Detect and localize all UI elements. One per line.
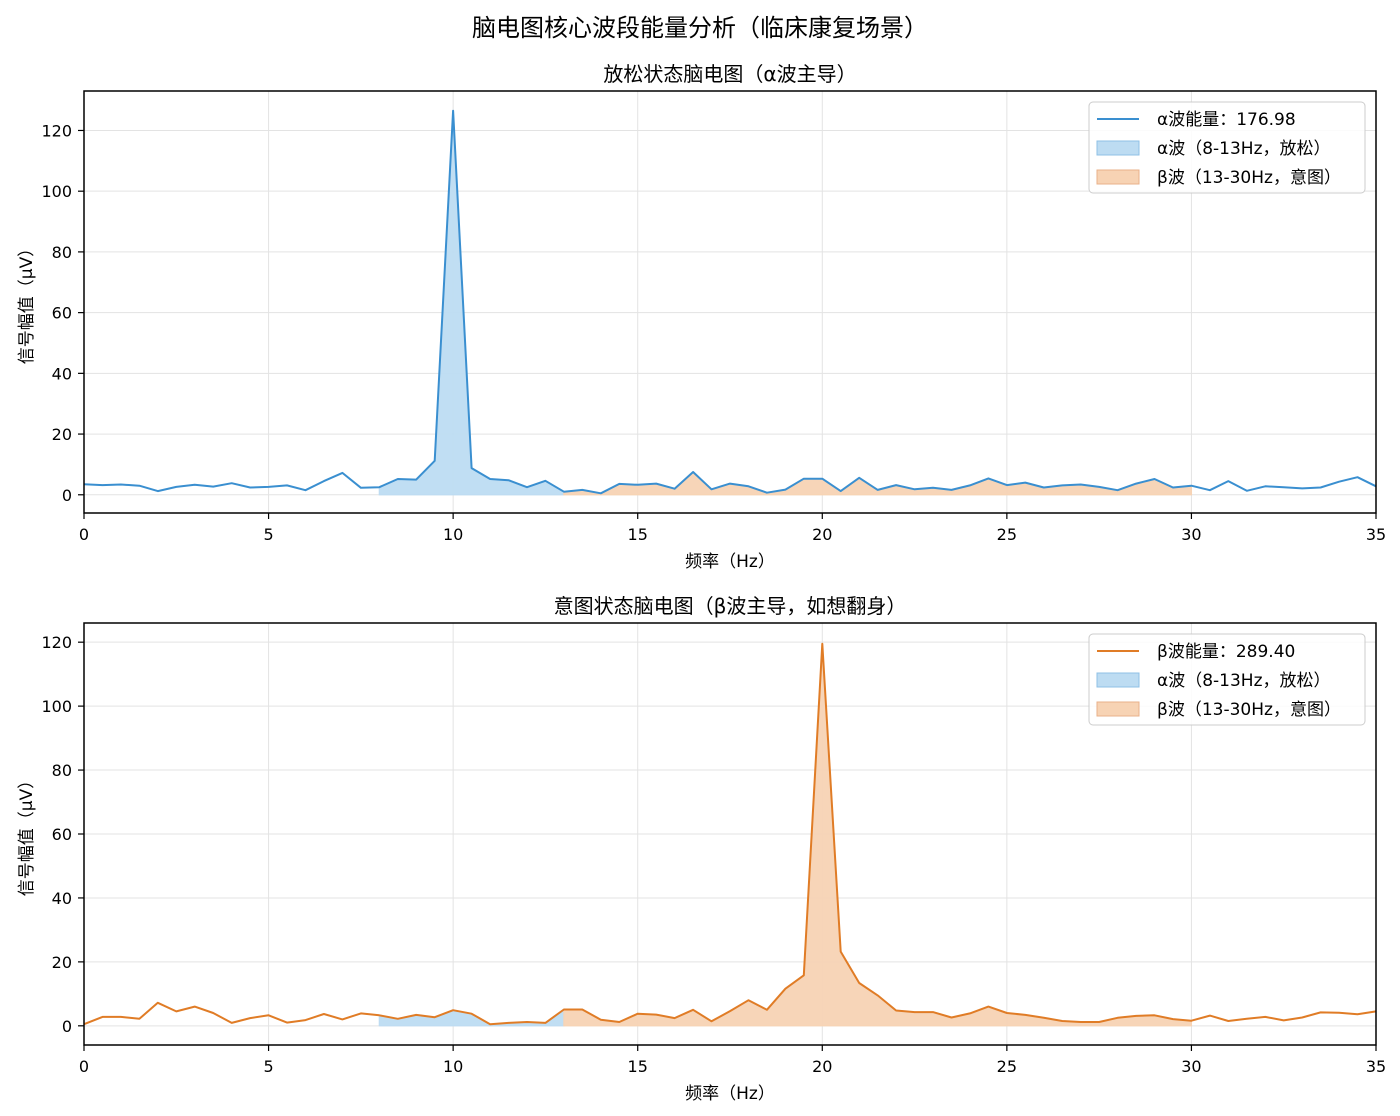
svg-text:35: 35 (1366, 525, 1386, 544)
svg-text:120: 120 (41, 121, 72, 140)
y-axis-label: 信号幅值（μV） (17, 240, 37, 364)
svg-text:25: 25 (997, 525, 1017, 544)
series-line (83, 109, 1377, 495)
subplot-title: 放松状态脑电图（α波主导） (603, 62, 856, 86)
axis-ticks: 0 5 10 15 20 25 30 35 0 20 40 60 80 100 120 (41, 633, 1386, 1076)
y-axis-label: 信号幅值（μV） (17, 772, 37, 896)
svg-text:0: 0 (62, 486, 72, 505)
svg-text:80: 80 (52, 243, 72, 262)
svg-text:20: 20 (812, 525, 832, 544)
svg-text:100: 100 (41, 182, 72, 201)
svg-text:120: 120 (41, 633, 72, 652)
legend-label: β波（13-30Hz，意图） (1157, 168, 1341, 188)
axes-frame (83, 90, 1377, 514)
svg-text:10: 10 (443, 1057, 463, 1076)
svg-text:35: 35 (1366, 1057, 1386, 1076)
svg-text:15: 15 (628, 1057, 648, 1076)
svg-text:60: 60 (52, 304, 72, 323)
svg-text:20: 20 (52, 425, 72, 444)
subplot-2: 意图状态脑电图（β波主导，如想翻身） 0 5 10 15 20 25 30 35 0 20 40 60 8… (17, 594, 1386, 1104)
svg-text:10: 10 (443, 525, 463, 544)
legend-patch-icon (1096, 169, 1140, 185)
svg-text:0: 0 (79, 1057, 89, 1076)
x-axis-label: 频率（Hz） (685, 1084, 775, 1104)
x-axis-label: 频率（Hz） (685, 552, 775, 572)
legend-patch-icon (1096, 672, 1140, 688)
legend: β波能量：289.40 α波（8-13Hz，放松） β波（13-30Hz，意图） (1088, 633, 1366, 726)
svg-text:0: 0 (79, 525, 89, 544)
svg-text:40: 40 (52, 364, 72, 383)
svg-text:25: 25 (997, 1057, 1017, 1076)
subplot-1: 放松状态脑电图（α波主导） 0 5 10 15 20 25 30 35 0 20 40 60 80 100 1… (17, 62, 1386, 572)
legend-label: β波（13-30Hz，意图） (1157, 700, 1341, 720)
legend-label: α波能量：176.98 (1157, 110, 1296, 130)
legend-label: α波（8-13Hz，放松） (1157, 139, 1331, 159)
svg-text:5: 5 (263, 1057, 273, 1076)
subplot-title: 意图状态脑电图（β波主导，如想翻身） (554, 594, 907, 618)
svg-text:15: 15 (628, 525, 648, 544)
figure-suptitle: 脑电图核心波段能量分析（临床康复场景） (472, 14, 928, 42)
legend-label: α波（8-13Hz，放松） (1157, 671, 1331, 691)
svg-text:60: 60 (52, 825, 72, 844)
legend-patch-icon (1096, 140, 1140, 156)
svg-text:5: 5 (263, 525, 273, 544)
svg-text:30: 30 (1181, 525, 1201, 544)
band-fill (378, 110, 565, 496)
legend: α波能量：176.98 α波（8-13Hz，放松） β波（13-30Hz，意图） (1088, 101, 1366, 194)
svg-text:20: 20 (52, 953, 72, 972)
svg-text:20: 20 (812, 1057, 832, 1076)
legend-patch-icon (1096, 701, 1140, 717)
svg-text:30: 30 (1181, 1057, 1201, 1076)
svg-text:100: 100 (41, 697, 72, 716)
legend-label: β波能量：289.40 (1157, 642, 1295, 662)
svg-text:40: 40 (52, 889, 72, 908)
svg-text:0: 0 (62, 1017, 72, 1036)
series-line (83, 642, 1377, 1026)
axis-ticks: 0 5 10 15 20 25 30 35 0 20 40 60 80 100 120 (41, 121, 1386, 544)
svg-text:80: 80 (52, 761, 72, 780)
